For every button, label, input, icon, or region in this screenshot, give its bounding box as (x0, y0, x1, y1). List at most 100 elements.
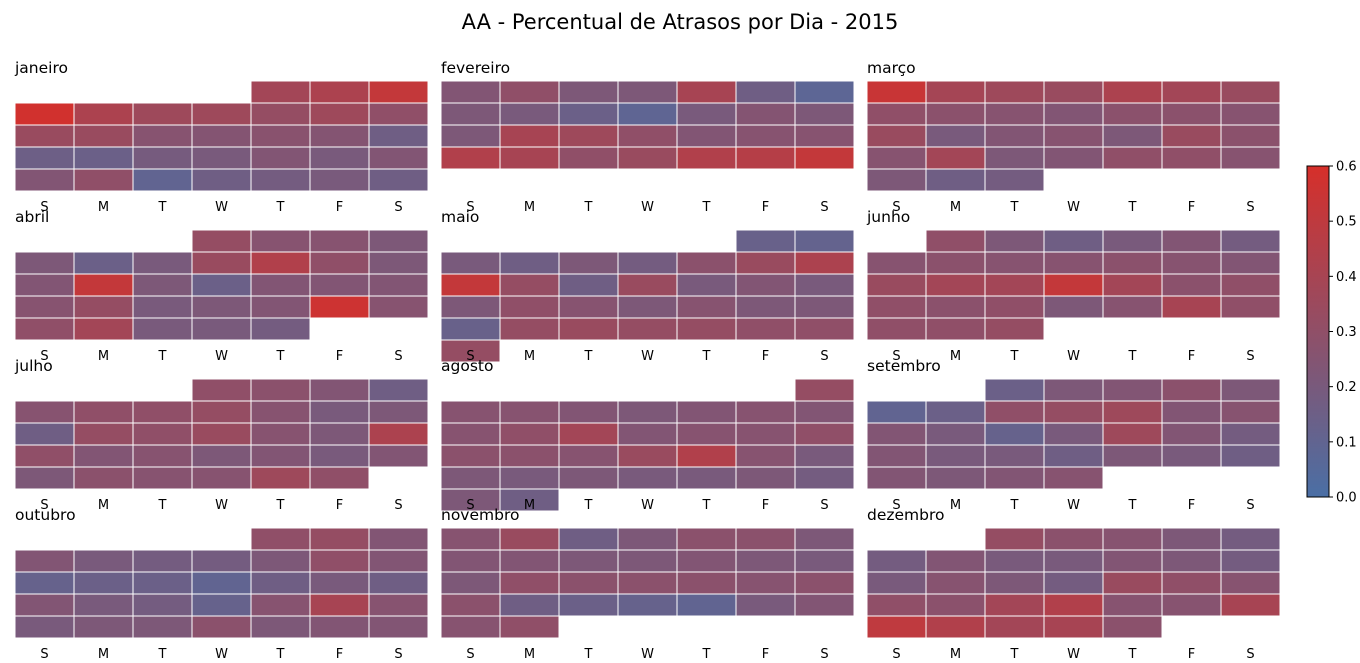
day-cell (676, 251, 737, 275)
weekday-label: S (394, 349, 402, 364)
weekday-label: F (762, 647, 769, 662)
day-cell (558, 317, 619, 341)
weekday-label: W (215, 349, 228, 364)
day-cell (309, 251, 370, 275)
month-title: dezembro (867, 506, 945, 524)
day-cell (676, 422, 737, 446)
weekday-label: S (466, 647, 474, 662)
weekday-label: M (98, 200, 109, 215)
day-cell (250, 102, 311, 126)
day-cell (984, 80, 1045, 104)
day-cell (558, 146, 619, 170)
day-cell (1220, 400, 1281, 424)
weekday-label: W (641, 498, 654, 513)
day-cell (1102, 378, 1163, 402)
day-cell (1220, 146, 1281, 170)
day-cell (866, 102, 927, 126)
day-cell (14, 400, 75, 424)
day-cell (499, 444, 560, 468)
day-cell (440, 251, 501, 275)
weekday-label: T (158, 349, 167, 364)
weekday-label: F (336, 498, 343, 513)
day-cell (866, 124, 927, 148)
day-cell (1220, 378, 1281, 402)
day-cell (1043, 80, 1104, 104)
day-cell (132, 571, 193, 595)
month-title: julho (14, 357, 53, 375)
weekday-label: S (892, 498, 900, 513)
weekday-label: F (336, 647, 343, 662)
day-cell (735, 527, 796, 551)
day-cell (925, 102, 986, 126)
day-cell (1043, 571, 1104, 595)
day-cell (14, 251, 75, 275)
day-cell (191, 295, 252, 319)
day-cell (558, 549, 619, 573)
day-cell (1220, 229, 1281, 253)
day-cell (794, 444, 855, 468)
day-cell (794, 378, 855, 402)
day-cell (735, 146, 796, 170)
day-cell (499, 527, 560, 551)
day-cell (250, 422, 311, 446)
day-cell (1102, 444, 1163, 468)
day-cell (368, 549, 429, 573)
day-cell (794, 102, 855, 126)
day-cell (794, 146, 855, 170)
day-cell (191, 378, 252, 402)
day-cell (925, 400, 986, 424)
weekday-label: S (820, 498, 828, 513)
weekday-label: M (524, 647, 535, 662)
day-cell (368, 444, 429, 468)
weekday-label: S (820, 647, 828, 662)
day-cell (1043, 295, 1104, 319)
day-cell (14, 444, 75, 468)
day-cell (617, 444, 678, 468)
day-cell (1220, 444, 1281, 468)
day-cell (984, 527, 1045, 551)
weekday-label: W (215, 647, 228, 662)
day-cell (1161, 527, 1222, 551)
colorbar-tick-label: 0.4 (1336, 270, 1357, 285)
day-cell (250, 400, 311, 424)
weekday-label: S (1246, 498, 1254, 513)
day-cell (925, 549, 986, 573)
weekday-label: M (98, 349, 109, 364)
day-cell (309, 229, 370, 253)
day-cell (368, 422, 429, 446)
day-cell (866, 146, 927, 170)
weekday-label: T (1010, 647, 1019, 662)
day-cell (984, 251, 1045, 275)
day-cell (309, 273, 370, 297)
weekday-label: T (276, 349, 285, 364)
weekday-label: T (1128, 647, 1137, 662)
day-cell (368, 251, 429, 275)
month-title: agosto (441, 357, 493, 375)
weekday-label: S (40, 349, 48, 364)
weekday-label: F (1188, 647, 1195, 662)
day-cell (73, 400, 134, 424)
weekday-label: W (641, 200, 654, 215)
day-cell (617, 80, 678, 104)
day-cell (866, 251, 927, 275)
day-cell (368, 615, 429, 639)
day-cell (866, 400, 927, 424)
weekday-label: T (584, 498, 593, 513)
weekday-label: M (950, 647, 961, 662)
weekday-label: F (762, 200, 769, 215)
day-cell (73, 466, 134, 490)
day-cell (132, 549, 193, 573)
day-cell (1161, 422, 1222, 446)
day-cell (617, 527, 678, 551)
day-cell (368, 400, 429, 424)
day-cell (440, 527, 501, 551)
day-cell (368, 168, 429, 192)
month-panel: novembro S M T W T F S (440, 506, 855, 662)
month-title: março (867, 59, 916, 77)
day-cell (132, 593, 193, 617)
weekday-label: T (1010, 498, 1019, 513)
day-cell (984, 422, 1045, 446)
day-cell (794, 295, 855, 319)
day-cell (14, 124, 75, 148)
weekday-label: T (702, 200, 711, 215)
